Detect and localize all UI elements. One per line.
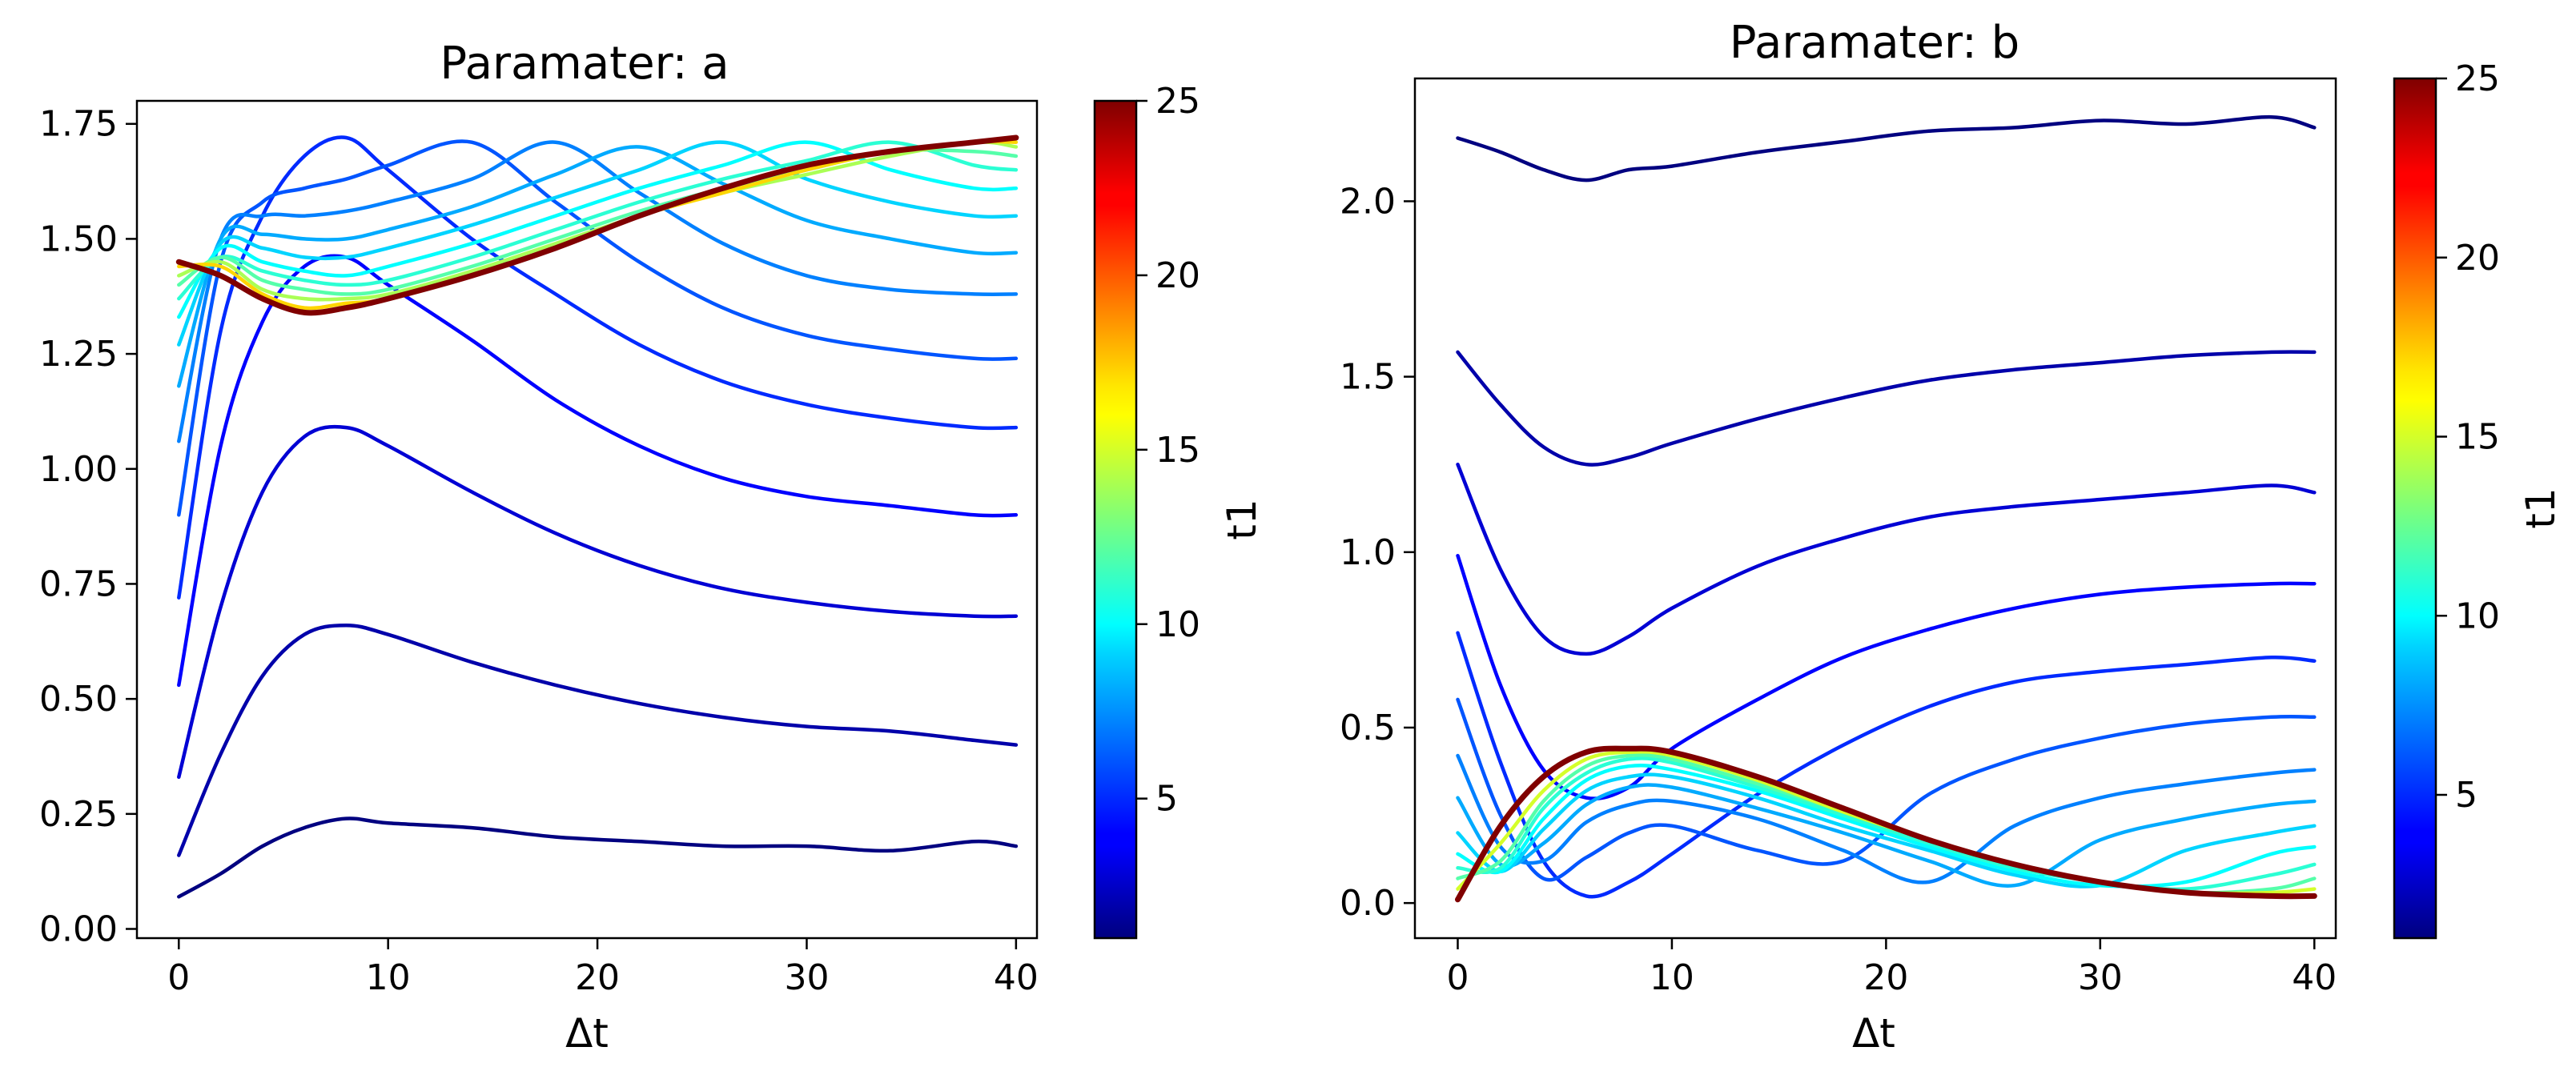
y-tick-label: 0.5 (1340, 708, 1396, 748)
colorbar-tick-label: 10 (2455, 596, 2500, 636)
series-line-t1-8 (1456, 783, 2317, 888)
y-tick-label: 0.25 (39, 794, 118, 835)
x-ticks-a: 0 10 20 30 40 (167, 938, 1039, 998)
x-tick-label: 20 (575, 957, 620, 998)
series-line-t1-25 (1455, 745, 2317, 903)
plot-area-b (1413, 77, 2337, 940)
series-line-t1-3 (177, 424, 1019, 780)
y-tick-label: 0.75 (39, 564, 118, 604)
colorbar-a: 5 10 15 20 25 t1 (1093, 81, 1265, 940)
series-line-t1-25 (175, 134, 1019, 316)
series-line-t1-2 (1456, 350, 2317, 467)
y-tick-label: 1.25 (39, 334, 118, 375)
series-line-t1-7 (1456, 753, 2317, 884)
colorbar-gradient-a (1093, 99, 1138, 940)
series-line-t1-7 (177, 140, 1019, 443)
colorbar-gradient-b (2393, 77, 2437, 940)
series-lines-a (175, 134, 1019, 899)
series-line-t1-9 (1456, 772, 2317, 888)
x-tick-label: 20 (1863, 957, 1908, 998)
colorbar-tick-label: 20 (2455, 238, 2500, 279)
colorbar-tick-label: 15 (2455, 417, 2500, 458)
panel-paramater-a: Paramater: a 0 10 20 30 40 0.00 0.25 0.50 0.75 1… (39, 38, 1039, 1057)
series-line-t1-1 (1456, 114, 2317, 183)
series-line-t1-14 (177, 140, 1019, 302)
colorbar-label-b: t1 (2518, 487, 2564, 528)
x-axis-label-a: Δt (565, 1010, 609, 1057)
series-lines-b (1455, 114, 2317, 903)
x-tick-label: 40 (2292, 957, 2337, 998)
x-ticks-b: 0 10 20 30 40 (1446, 938, 2337, 998)
series-line-t1-10 (177, 140, 1019, 319)
colorbar-label-a: t1 (1219, 499, 1265, 540)
y-tick-label: 1.75 (39, 104, 118, 145)
x-tick-label: 0 (1446, 957, 1469, 998)
colorbar-tick-label: 25 (1155, 81, 1200, 122)
series-line-t1-5 (177, 135, 1019, 600)
colorbar-ticks-b: 5 10 15 20 25 (2436, 58, 2500, 816)
series-line-t1-3 (1456, 462, 2317, 656)
series-line-t1-4 (177, 254, 1019, 688)
y-tick-label: 1.5 (1340, 357, 1396, 398)
colorbar-tick-label: 5 (1155, 779, 1178, 820)
colorbar-ticks-a: 5 10 15 20 25 (1136, 81, 1200, 820)
y-tick-label: 0.0 (1340, 883, 1396, 924)
series-line-t1-4 (1456, 553, 2317, 800)
colorbar-tick-label: 20 (1155, 255, 1200, 296)
series-line-t1-11 (177, 140, 1019, 301)
y-ticks-a: 0.00 0.25 0.50 0.75 1.00 1.25 1.50 1.75 (39, 104, 137, 950)
series-line-t1-1 (177, 816, 1019, 899)
series-line-t1-5 (1456, 631, 2317, 899)
x-tick-label: 30 (2078, 957, 2123, 998)
y-tick-label: 1.50 (39, 219, 118, 259)
colorbar-tick-label: 10 (1155, 604, 1200, 645)
chart-title-a: Paramater: a (440, 38, 729, 90)
y-tick-label: 0.50 (39, 679, 118, 720)
series-line-t1-8 (177, 145, 1019, 388)
y-tick-label: 1.00 (39, 449, 118, 490)
y-ticks-b: 0.0 0.5 1.0 1.5 2.0 (1340, 181, 1415, 924)
x-tick-label: 40 (994, 957, 1039, 998)
series-line-t1-2 (177, 623, 1019, 857)
x-tick-label: 10 (1650, 957, 1694, 998)
chart-title-b: Paramater: b (1730, 17, 2019, 69)
colorbar-b: 5 10 15 20 25 t1 (2393, 58, 2564, 940)
series-line-t1-6 (1456, 697, 2317, 882)
colorbar-tick-label: 25 (2455, 58, 2500, 99)
plot-area-a (135, 99, 1039, 940)
y-tick-label: 2.0 (1340, 181, 1396, 222)
x-tick-label: 10 (366, 957, 411, 998)
panel-paramater-b: Paramater: b 0 10 20 30 40 0.0 0.5 1.0 1.5 2.0 Δ… (1340, 17, 2337, 1057)
series-line-t1-9 (177, 140, 1019, 347)
colorbar-tick-label: 15 (1155, 430, 1200, 471)
y-tick-label: 1.0 (1340, 532, 1396, 573)
x-tick-label: 30 (784, 957, 829, 998)
series-line-t1-6 (177, 139, 1019, 517)
y-tick-label: 0.00 (39, 909, 118, 950)
x-tick-label: 0 (167, 957, 190, 998)
series-line-t1-10 (1456, 763, 2317, 888)
colorbar-tick-label: 5 (2455, 775, 2478, 816)
x-axis-label-b: Δt (1852, 1010, 1895, 1057)
